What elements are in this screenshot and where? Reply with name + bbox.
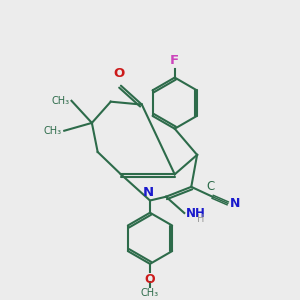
Text: H: H bbox=[196, 214, 204, 224]
Text: N: N bbox=[230, 197, 241, 210]
Text: F: F bbox=[170, 54, 179, 68]
Text: CH₃: CH₃ bbox=[51, 96, 69, 106]
Text: CH₃: CH₃ bbox=[44, 126, 62, 136]
Text: C: C bbox=[206, 180, 214, 193]
Text: NH: NH bbox=[186, 206, 206, 220]
Text: CH₃: CH₃ bbox=[141, 288, 159, 298]
Text: O: O bbox=[114, 68, 125, 80]
Text: O: O bbox=[145, 273, 155, 286]
Text: N: N bbox=[143, 186, 154, 199]
